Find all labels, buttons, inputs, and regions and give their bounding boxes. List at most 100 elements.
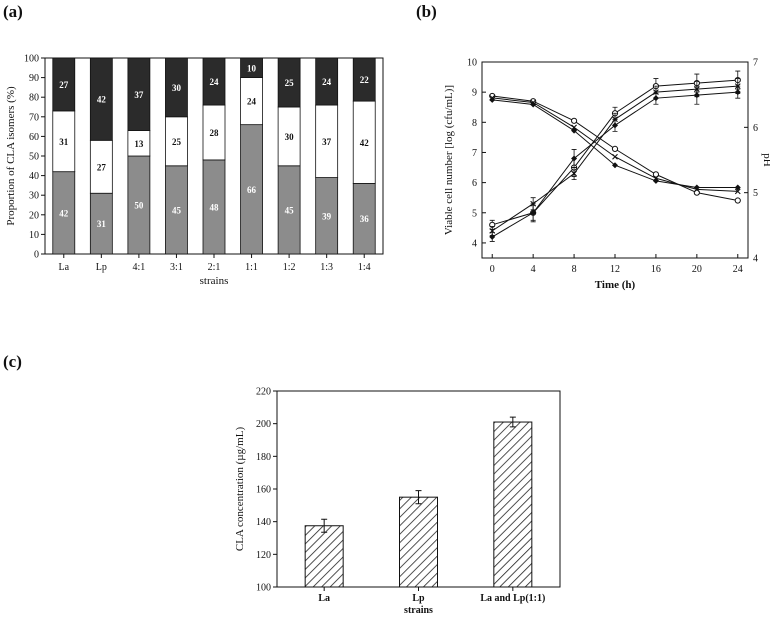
panel-label-b: (b) (416, 2, 437, 21)
chart-a-bar-value-label: 50 (134, 201, 144, 211)
chart-c-y-axis-title: CLA concentration (µg/mL) (234, 427, 246, 552)
chart-a-bar-value-label: 36 (360, 214, 370, 224)
chart-a-bar-value-label: 66 (247, 185, 257, 195)
chart-c-y-tick-label: 180 (256, 452, 271, 463)
chart-b-point-ph-3 (693, 184, 700, 191)
chart-b-y-axis-title: Viable cell number [log (cfu/mL)] (443, 85, 455, 235)
chart-a-bar-segment-top (89, 57, 113, 141)
chart-a-bar-segment-top (277, 57, 301, 108)
chart-a-bar-value-label: 39 (322, 211, 332, 221)
chart-b-point-ph-1 (652, 171, 660, 178)
chart-b-point-viable-3 (612, 122, 618, 129)
panel-label-c: (c) (3, 352, 22, 371)
chart-b-point-ph-1 (734, 197, 741, 204)
chart-b-point-ph-2 (734, 188, 741, 195)
chart-a-y-tick-label: 80 (29, 93, 39, 104)
chart-c-bar (399, 496, 438, 588)
chart-a-y-tick-label: 50 (29, 152, 39, 163)
chart-a-x-tick-label: 3:1 (170, 262, 183, 273)
chart-a-bar-segment-top (52, 57, 76, 112)
chart-a-bar-value-label: 25 (172, 137, 182, 147)
chart-c-y-tick-label: 100 (256, 583, 271, 594)
chart-b-point-viable-3 (530, 209, 537, 216)
chart-b-x-tick-label: 0 (490, 264, 495, 275)
chart-a-bar-value-label: 30 (172, 83, 182, 93)
chart-a-bar-value-label: 45 (285, 205, 295, 215)
chart-a-y-tick-label: 90 (29, 73, 39, 84)
chart-a-bar-segment-top (202, 57, 226, 106)
chart-b-point-viable-3 (734, 89, 741, 96)
chart-a-x-axis-title: strains (200, 275, 229, 287)
chart-b-y2-tick-label: 4 (753, 254, 758, 265)
chart-a-bar-value-label: 27 (59, 80, 69, 90)
chart-a-y-tick-label: 20 (29, 210, 39, 221)
chart-a-x-tick-label: Lp (96, 262, 107, 273)
chart-b-point-ph-3 (734, 184, 741, 191)
chart-b-point-ph-3 (652, 177, 659, 184)
chart-a-y-tick-label: 0 (34, 250, 39, 261)
chart-b-y2-axis-title: pH (761, 153, 770, 167)
chart-b-y-tick-label: 7 (472, 148, 477, 159)
chart-b-point-viable-2 (571, 170, 577, 177)
chart-c-error-bar (415, 490, 422, 505)
chart-a-y-tick-label: 40 (29, 171, 39, 182)
chart-c-error-bar (509, 416, 516, 428)
chart-b-point-ph-3 (530, 101, 537, 108)
chart-c-y-tick-label: 140 (256, 517, 271, 528)
chart-b-point-ph-3 (612, 162, 618, 169)
chart-a-y-axis-title: Proportion of CLA isomers (%) (5, 86, 17, 226)
chart-b-point-ph-1 (570, 117, 578, 124)
chart-c-x-tick-label: Lp (412, 593, 425, 604)
chart-a-bar-value-label: 45 (172, 205, 182, 215)
chart-b-y-tick-label: 4 (472, 238, 477, 249)
chart-b-point-viable-3 (693, 92, 700, 99)
chart-a-y-tick-label: 60 (29, 132, 39, 143)
chart-c-y-tick-label: 220 (256, 387, 271, 398)
chart-a-bar-value-label: 13 (134, 139, 144, 149)
chart-a-bar-value-label: 37 (322, 137, 332, 147)
chart-a-bar-value-label: 24 (247, 97, 257, 107)
chart-b-x-tick-label: 16 (651, 264, 661, 275)
chart-a-x-tick-label: 1:3 (320, 262, 333, 273)
chart-b-y-tick-label: 6 (472, 178, 477, 189)
chart-a-x-tick-label: 1:1 (245, 262, 258, 273)
chart-b-x-axis-title: Time (h) (595, 279, 636, 291)
panel-label-a: (a) (3, 2, 23, 21)
chart-a-x-tick-label: 1:2 (283, 262, 296, 273)
chart-a-bar-value-label: 28 (210, 128, 220, 138)
chart-b-y2-tick-label: 5 (753, 188, 758, 199)
chart-a-y-tick-label: 30 (29, 191, 39, 202)
chart-a-x-tick-label: 1:4 (358, 262, 371, 273)
chart-b-y-tick-label: 5 (472, 208, 477, 219)
chart-a-bar-value-label: 30 (285, 132, 295, 142)
chart-a-y-tick-label: 100 (24, 54, 39, 65)
chart-a-bar-value-label: 22 (360, 75, 370, 85)
chart-a-bar-value-label: 42 (59, 208, 69, 218)
chart-c-bar (493, 421, 533, 588)
chart-b-y2-tick-label: 7 (753, 58, 758, 69)
chart-c-y-tick-label: 160 (256, 485, 271, 496)
chart-c-y-tick-label: 120 (256, 550, 271, 561)
chart-b-point-ph-2 (612, 153, 618, 160)
chart-a-bar-value-label: 48 (210, 202, 220, 212)
chart-b-x-tick-label: 4 (531, 264, 536, 275)
chart-a-y-tick-label: 10 (29, 230, 39, 241)
chart-a-y-tick-label: 70 (29, 112, 39, 123)
chart-a-bar-value-label: 25 (285, 78, 295, 88)
chart-b-y-tick-label: 9 (472, 88, 477, 99)
chart-c-y-tick-label: 200 (256, 419, 271, 430)
chart-b-x-tick-label: 12 (610, 264, 620, 275)
chart-a-bar-value-label: 24 (322, 77, 332, 87)
chart-c-x-axis-title: strains (404, 605, 433, 616)
chart-c-x-tick-label: La and Lp(1:1) (480, 593, 545, 604)
chart-a-x-tick-label: 2:1 (208, 262, 221, 273)
chart-a-bar-value-label: 24 (210, 77, 220, 87)
chart-a-bar-value-label: 10 (247, 63, 257, 73)
chart-b-point-ph-1 (611, 145, 619, 152)
chart-a-bar-value-label: 42 (97, 95, 107, 105)
chart-a-bar-value-label: 31 (97, 219, 107, 229)
chart-b-point-viable-3 (571, 155, 578, 162)
